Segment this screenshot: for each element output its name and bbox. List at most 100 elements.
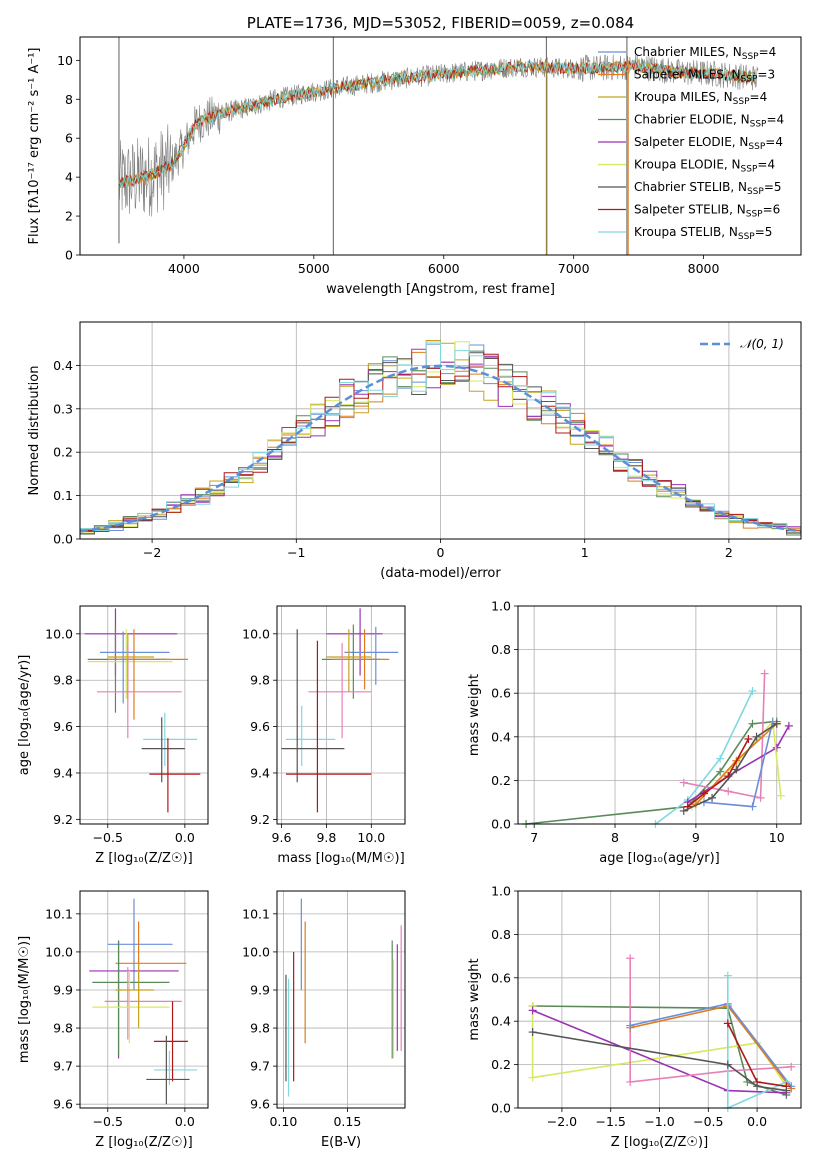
legend-tail: =4 [757, 158, 775, 172]
legend-label: Kroupa STELIB, N [634, 225, 738, 239]
series-marker [776, 791, 785, 800]
series-marker [716, 767, 725, 776]
x-tick-label: 0.0 [175, 830, 195, 845]
mass-vs-z-frame [79, 890, 209, 1109]
legend-tail: =3 [757, 68, 775, 82]
series-marker [626, 1077, 635, 1086]
series-marker [723, 971, 732, 980]
x-tick-label: −0.5 [93, 1114, 123, 1129]
histogram-step [80, 343, 801, 534]
x-tick-label: −1 [287, 545, 305, 560]
y-tick-label: 0.3 [53, 401, 73, 416]
legend-entry: Kroupa ELODIE, NSSP=4 [634, 158, 775, 175]
x-axis-label: mass [log₁₀(M/M☉)] [277, 851, 404, 866]
legend-entry: Chabrier ELODIE, NSSP=4 [634, 113, 784, 130]
mass-vs-ebv-frame [276, 890, 406, 1109]
x-tick-label: 7000 [558, 261, 590, 276]
y-tick-label: 9.6 [53, 719, 73, 734]
mass-vs-z-axes: −0.5 0.0 9.6 9.7 9.8 9.9 10.0 10.1 Z [log₁₀(Z/Z☉… [17, 891, 208, 1150]
series-marker [708, 793, 717, 802]
legend-sub: SSP [747, 187, 764, 197]
series-marker [679, 778, 688, 787]
massweight-vs-z-series [528, 954, 796, 1112]
legend-tail: =4 [759, 45, 777, 59]
series-marker [748, 687, 757, 696]
y-tick-label: 8 [65, 92, 73, 107]
legend-label: Salpeter ELODIE, N [634, 135, 748, 149]
residual-hist-frame [79, 321, 802, 540]
x-tick-label: 8 [611, 830, 619, 845]
age-vs-z-axes: −0.5 0.0 9.2 9.4 9.6 9.8 10.0 Z [log₁₀(Z/Z☉)] ag… [17, 606, 208, 866]
series-line [655, 690, 754, 825]
series-marker [528, 1028, 537, 1037]
legend-entry: 𝒩(0, 1) [740, 337, 784, 351]
y-tick-label: 0.0 [491, 817, 511, 832]
y-tick-label: 9.6 [250, 719, 270, 734]
x-tick-label: 10.0 [357, 830, 385, 845]
legend-entry: Salpeter ELODIE, NSSP=4 [634, 135, 783, 152]
mass-vs-ebv-axes: 0.10 0.15 9.6 9.7 9.8 9.9 10.0 10.1 E(B-V) [242, 891, 405, 1150]
y-tick-label: 0.2 [53, 445, 73, 460]
series-line [629, 958, 792, 1083]
legend-entry: Salpeter MILES, NSSP=3 [634, 68, 775, 85]
series-line [687, 725, 790, 803]
x-tick-label: −0.5 [93, 830, 123, 845]
mass-vs-z-points [89, 898, 198, 1105]
y-tick-label: 9.6 [250, 1097, 270, 1112]
series-marker [626, 1021, 635, 1030]
y-tick-label: 9.8 [250, 673, 270, 688]
histogram-step [80, 352, 801, 536]
y-tick-label: 9.6 [53, 1097, 73, 1112]
y-tick-label: 0.6 [491, 686, 511, 701]
y-tick-label: 0.0 [491, 1101, 511, 1116]
legend-label: Salpeter MILES, N [634, 68, 741, 82]
y-tick-label: 9.8 [53, 673, 73, 688]
y-tick-label: 0 [65, 248, 73, 263]
x-axis-label: Z [log₁₀(Z/Z☉)] [95, 851, 192, 866]
x-tick-label: 0.10 [269, 1114, 297, 1129]
series-marker [760, 669, 769, 678]
x-tick-label: 6000 [428, 261, 460, 276]
x-tick-label: 9.6 [272, 830, 292, 845]
y-axis-label: age [log₁₀(age/yr)] [17, 655, 32, 776]
legend-sub: SSP [742, 52, 759, 62]
series-marker [699, 789, 708, 798]
y-tick-label: 0.0 [53, 532, 73, 547]
y-axis-label: mass [log₁₀(M/M☉)] [17, 936, 32, 1063]
legend-label: Kroupa ELODIE, N [634, 158, 741, 172]
legend-label: Salpeter STELIB, N [634, 203, 746, 217]
chart-title: PLATE=1736, MJD=53052, FIBERID=0059, z=0… [247, 14, 634, 32]
series-marker [723, 1019, 732, 1028]
x-tick-label: −1.0 [644, 1114, 674, 1129]
y-tick-label: 9.4 [53, 765, 73, 780]
legend-entry: Chabrier MILES, NSSP=4 [634, 45, 776, 62]
x-tick-label: 4000 [168, 261, 200, 276]
legend-entry: Chabrier STELIB, NSSP=5 [634, 180, 782, 197]
y-tick-label: 9.9 [53, 982, 73, 997]
series-line [687, 738, 750, 808]
x-tick-label: 1 [581, 545, 589, 560]
x-tick-label: 0.0 [747, 1114, 767, 1129]
series-marker [716, 754, 725, 763]
series-marker [679, 806, 688, 815]
normal-curve [80, 364, 801, 533]
y-tick-label: 0.4 [491, 1014, 511, 1029]
x-tick-label: 5000 [298, 261, 330, 276]
y-tick-label: 9.8 [53, 1021, 73, 1036]
y-tick-label: 0.4 [53, 358, 73, 373]
series-marker [528, 1006, 537, 1015]
series-marker [724, 787, 733, 796]
y-axis-label: mass weight [467, 674, 482, 756]
age-vs-z-points [84, 608, 201, 813]
age-vs-mass-points [281, 608, 399, 813]
series-marker [772, 719, 781, 728]
x-tick-label: 0 [437, 545, 445, 560]
histograms [80, 340, 801, 538]
y-tick-label: 0.2 [491, 773, 511, 788]
legend-label: Chabrier STELIB, N [634, 180, 747, 194]
spectrum-axes: 4000 5000 6000 7000 8000 0 2 4 6 8 10 wavelength [A… [27, 48, 720, 298]
y-tick-label: 9.2 [53, 812, 73, 827]
x-axis-label: wavelength [Angstrom, rest frame] [326, 282, 555, 297]
y-axis-label: Flux [fλ10⁻¹⁷ erg cm⁻² s⁻¹ A⁻¹] [27, 48, 42, 245]
massweight-vs-age-axes: 7 8 9 10 0.0 0.2 0.4 0.6 0.8 1.0 age [log₁₀(age/yr… [467, 599, 801, 866]
